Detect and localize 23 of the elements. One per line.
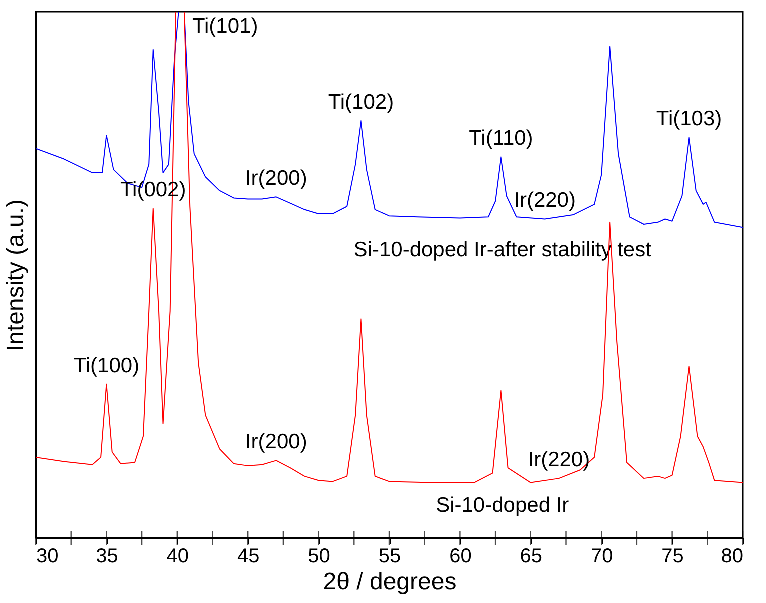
annotation: Ir(220) xyxy=(514,189,576,212)
x-tick-label: 40 xyxy=(166,546,190,568)
x-tick-label: 50 xyxy=(308,546,330,568)
annotation: Ir(220) xyxy=(528,448,590,472)
x-tick-label: 75 xyxy=(662,546,684,568)
annotation: Ir(200) xyxy=(245,167,308,190)
x-tick-label: 55 xyxy=(378,546,402,568)
annotation: Ti(103) xyxy=(656,108,722,131)
x-tick-label: 45 xyxy=(237,546,260,568)
y-axis-title: Intensity (a.u.) xyxy=(2,199,30,352)
x-tick-label: 70 xyxy=(590,546,614,568)
x-tick-label: 65 xyxy=(520,546,543,568)
annotation: Ti(110) xyxy=(469,127,534,150)
x-tick-label: 30 xyxy=(36,546,59,568)
x-tick-label: 60 xyxy=(450,546,472,568)
annotation: Ti(100) xyxy=(74,354,140,378)
x-axis-title: 2θ / degrees xyxy=(323,568,457,596)
annotation: Ti(102) xyxy=(328,90,394,114)
x-tick-label: 35 xyxy=(96,546,118,568)
annotation: Ir(200) xyxy=(245,430,308,454)
annotation: Ti(101) xyxy=(192,15,258,38)
series-label: Si-10-doped Ir xyxy=(436,494,570,517)
x-tick-label: 80 xyxy=(721,546,744,568)
